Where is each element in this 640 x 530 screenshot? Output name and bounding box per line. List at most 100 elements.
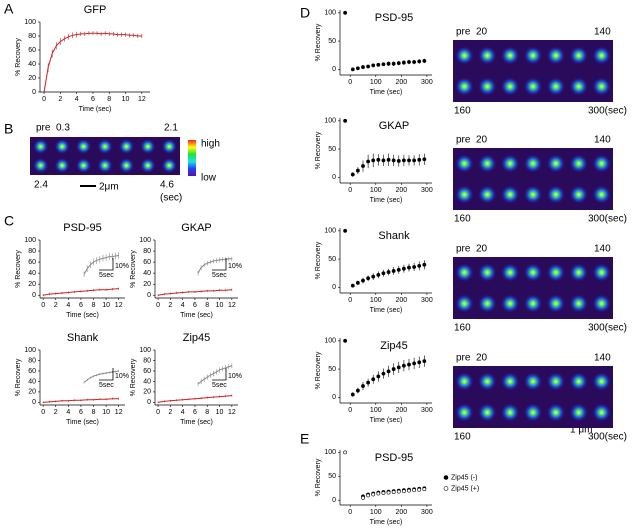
image-spot — [569, 262, 589, 283]
x-axis-label: Time (sec) — [370, 417, 403, 424]
point — [401, 363, 406, 368]
x-tick-label: 300 — [421, 297, 433, 304]
x-axis-label: Time (sec) — [180, 312, 213, 319]
image-label: 2.4 — [34, 180, 48, 191]
scale-label: 10% — [115, 373, 129, 380]
image-spot — [500, 184, 520, 205]
image-label: 160 — [454, 323, 471, 334]
image-label: 140 — [594, 353, 611, 364]
point — [371, 274, 376, 279]
x-axis-label: Time (sec) — [79, 106, 112, 113]
y-tick-label: 100 — [324, 338, 336, 345]
x-tick-label: 10 — [102, 302, 110, 309]
image-spot — [546, 402, 566, 423]
x-tick-label: 0 — [41, 409, 45, 416]
y-axis-label: % Recovery — [15, 250, 22, 288]
y-axis-label: % Recovery — [15, 38, 22, 76]
y-tick-label: 20 — [143, 281, 151, 288]
scale-label: 10% — [115, 263, 129, 270]
point — [350, 67, 355, 72]
x-tick-label: 4 — [75, 96, 79, 103]
image-label: 300(sec) — [588, 214, 627, 225]
x-tick-label: 0 — [348, 79, 352, 86]
point — [417, 157, 422, 162]
scale-bar — [212, 258, 227, 271]
x-tick-label: 2 — [58, 96, 62, 103]
y-tick-label: 100 — [24, 19, 36, 26]
y-axis-label: % Recovery — [315, 241, 322, 279]
y-tick-label: 60 — [28, 47, 36, 54]
image-spot — [161, 138, 178, 155]
y-axis-label: % Recovery — [130, 250, 137, 288]
y-tick-label: 0 — [332, 284, 336, 291]
point — [381, 271, 386, 276]
image-label: 160 — [454, 106, 471, 117]
y-tick-label: 50 — [328, 256, 336, 263]
x-tick-label: 8 — [107, 96, 111, 103]
point — [350, 392, 355, 397]
x-tick-label: 6 — [79, 302, 83, 309]
x-tick-label: 12 — [115, 302, 123, 309]
x-tick-label: 0 — [348, 407, 352, 414]
image-spot — [546, 153, 566, 174]
point — [412, 60, 417, 64]
y-tick-label: 0 — [147, 292, 151, 299]
point — [381, 491, 386, 495]
chart-title: Zip45 — [183, 332, 211, 344]
image-spot — [546, 371, 566, 392]
scale-label: 10% — [228, 373, 242, 380]
x-tick-label: 100 — [370, 509, 382, 516]
legend-marker — [443, 486, 449, 491]
point — [366, 159, 371, 164]
y-tick-label: 60 — [28, 259, 36, 266]
line — [197, 365, 233, 385]
x-axis-label: Time (sec) — [180, 419, 213, 426]
image-spot — [97, 157, 113, 174]
image-label: 20 — [476, 135, 488, 146]
image-label: 2.1 — [164, 123, 178, 134]
point — [361, 278, 365, 283]
chart-title: GKAP — [379, 120, 410, 132]
panel-label: C — [4, 213, 14, 229]
point — [422, 487, 427, 492]
x-tick-label: 100 — [370, 187, 382, 194]
chart-title: Zip45 — [380, 340, 408, 352]
image-spot — [523, 184, 543, 205]
x-tick-label: 12 — [138, 96, 146, 103]
image-spot — [500, 76, 520, 97]
image-spot — [546, 76, 566, 97]
x-tick-label: 200 — [395, 79, 407, 86]
y-axis-label: % Recovery — [130, 358, 137, 396]
point — [381, 62, 386, 67]
image-label: 140 — [594, 135, 611, 146]
image-spot — [139, 138, 156, 155]
chart-title: PSD-95 — [375, 12, 414, 24]
image-spot — [477, 76, 497, 97]
scale-label: 5sec — [212, 272, 227, 279]
image-spot — [523, 262, 543, 283]
point — [396, 365, 401, 370]
x-tick-label: 200 — [395, 187, 407, 194]
point — [401, 266, 406, 271]
image-spot — [591, 184, 612, 205]
image-spot — [591, 262, 612, 283]
image-label: 20 — [476, 353, 488, 364]
point — [355, 168, 360, 173]
x-tick-label: 0 — [41, 302, 45, 309]
point — [371, 377, 376, 382]
x-axis-label: Time (sec) — [370, 519, 403, 526]
scale-label: 5sec — [99, 272, 114, 279]
x-tick-label: 6 — [193, 409, 197, 416]
image-label: 160 — [454, 432, 471, 443]
image-spot — [139, 157, 156, 174]
x-tick-label: 300 — [421, 407, 433, 414]
point — [355, 280, 360, 285]
point — [401, 489, 406, 494]
point — [376, 62, 381, 67]
point — [355, 388, 360, 393]
y-tick-label: 100 — [324, 10, 336, 17]
image-spot — [454, 262, 475, 283]
y-tick-label: 0 — [32, 399, 36, 406]
point — [412, 265, 417, 269]
y-tick-label: 50 — [328, 473, 336, 480]
